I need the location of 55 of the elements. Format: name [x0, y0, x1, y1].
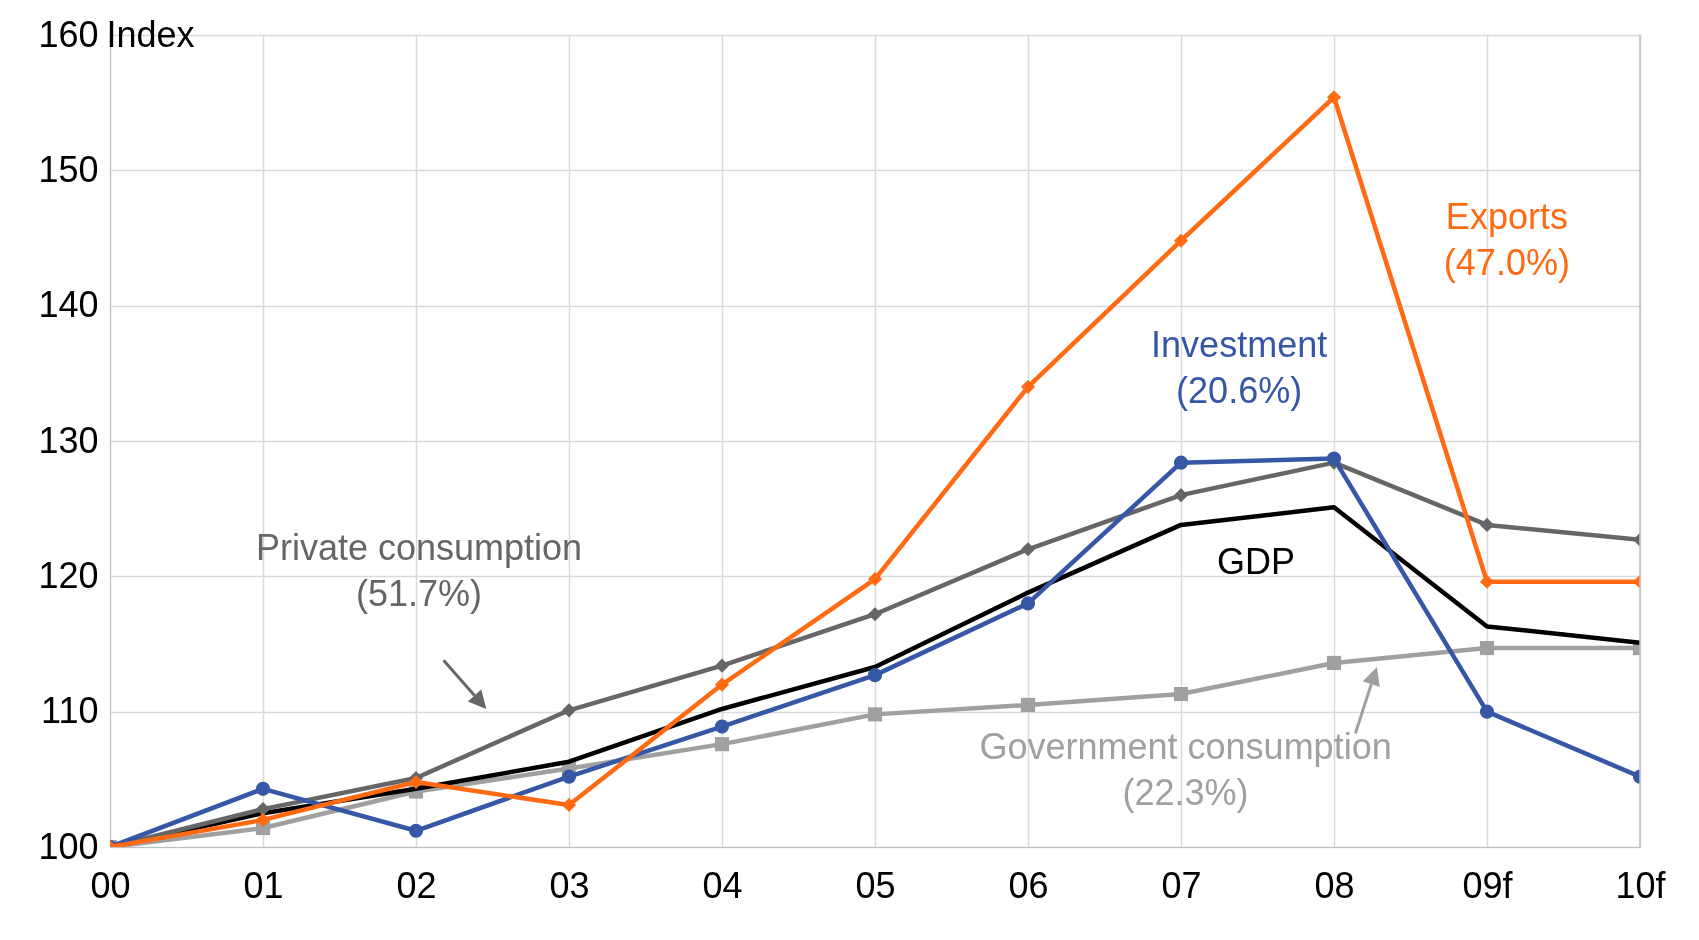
- x-tick-label: 09f: [1462, 864, 1514, 906]
- point: [714, 658, 730, 673]
- point: [1326, 655, 1342, 671]
- x-tick-label: 02: [396, 864, 437, 906]
- series-label: Exports (47.0%): [1443, 195, 1570, 283]
- point: [255, 812, 271, 827]
- y-tick-label: 100: [38, 825, 99, 867]
- x-tick-label: 06: [1008, 864, 1049, 906]
- point: [714, 677, 730, 692]
- point: [1479, 517, 1495, 532]
- x-tick-label: 03: [549, 864, 590, 906]
- point: [255, 802, 271, 817]
- x-tick-label: 08: [1314, 864, 1355, 906]
- x-tick-label: 05: [855, 864, 896, 906]
- point: [1173, 233, 1189, 248]
- point: [408, 774, 424, 790]
- point: [1479, 574, 1495, 589]
- y-axis-title: Index: [106, 13, 195, 55]
- y-tick-label: 120: [38, 554, 99, 596]
- point: [1020, 596, 1036, 611]
- point: [561, 797, 577, 813]
- point: [1326, 90, 1342, 105]
- point: [1479, 704, 1495, 719]
- point: [408, 823, 424, 838]
- point: [714, 719, 730, 734]
- point: [1173, 687, 1189, 702]
- point: [255, 781, 271, 796]
- point: [1173, 455, 1189, 470]
- point: [1326, 451, 1342, 466]
- point: [867, 668, 883, 683]
- x-tick-label: 04: [702, 864, 743, 906]
- point: [867, 607, 883, 622]
- point: [1020, 379, 1036, 394]
- x-tick-label: 01: [243, 864, 284, 906]
- point: [1479, 640, 1495, 656]
- point: [1173, 488, 1189, 503]
- series-label: GDP: [1216, 540, 1295, 582]
- text: Private consumption (51.7%): [255, 527, 583, 615]
- point: [714, 737, 730, 752]
- series-label: Investment (20.6%): [1151, 324, 1328, 412]
- point: [867, 571, 883, 587]
- y-tick-label: 140: [38, 284, 99, 326]
- legend-label: Government consumption (22.3%): [979, 726, 1392, 814]
- point: [867, 707, 883, 722]
- y-tick-label: 160: [38, 13, 99, 55]
- point: [1020, 542, 1036, 557]
- point: [561, 703, 577, 718]
- y-tick-label: 110: [41, 690, 99, 732]
- y-tick-label: 150: [38, 148, 99, 190]
- x-tick-label: 00: [90, 864, 131, 906]
- y-tick-label: 130: [38, 419, 99, 461]
- point: [561, 769, 577, 784]
- x-tick-label: 10f: [1615, 864, 1667, 906]
- x-tick-label: 07: [1161, 864, 1202, 906]
- point: [1020, 697, 1036, 712]
